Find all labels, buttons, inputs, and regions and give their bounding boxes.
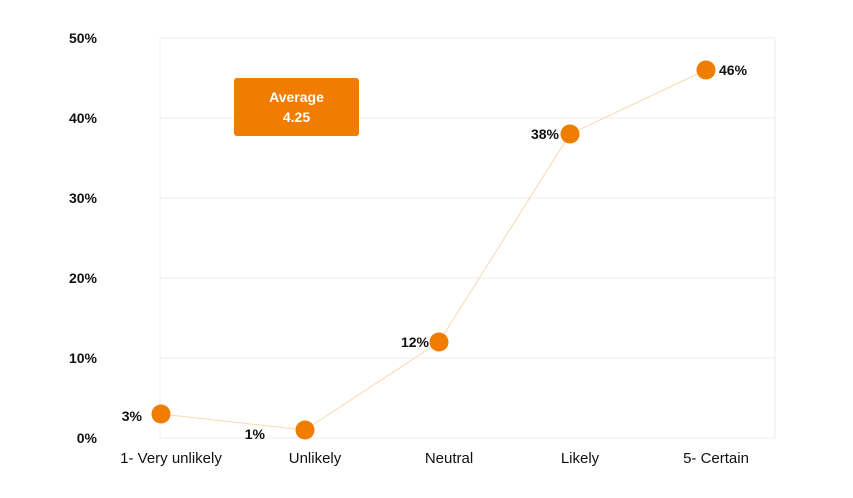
data-point [429,332,449,352]
y-tick-label: 30% [69,190,98,206]
data-point [560,124,580,144]
data-label: 1% [245,426,266,442]
average-value: 4.25 [282,109,311,125]
average-callout: Average 4.25 [234,78,359,136]
data-point [151,404,171,424]
x-axis-ticks: 1- Very unlikely Unlikely Neutral Likely 5- … [120,450,749,467]
y-tick-label: 10% [69,350,98,366]
y-axis-ticks: 0% 10% 20% 30% 40% 50% [69,30,98,446]
y-tick-label: 20% [69,270,98,286]
y-tick-label: 40% [69,110,98,126]
x-tick-label: Neutral [425,450,473,467]
data-markers [151,60,716,440]
data-labels: 3% 1% 12% 38% 46% [122,62,748,442]
x-tick-label: 1- Very unlikely [120,450,222,467]
x-tick-label: Unlikely [289,450,342,467]
data-point [295,420,315,440]
x-tick-label: 5- Certain [683,450,749,467]
average-title: Average [269,89,324,105]
data-label: 3% [122,408,143,424]
data-label: 12% [401,334,430,350]
data-label: 46% [719,62,748,78]
y-tick-label: 50% [69,30,98,46]
x-tick-label: Likely [561,450,600,467]
y-tick-label: 0% [77,430,98,446]
data-label: 38% [531,126,560,142]
data-point [696,60,716,80]
